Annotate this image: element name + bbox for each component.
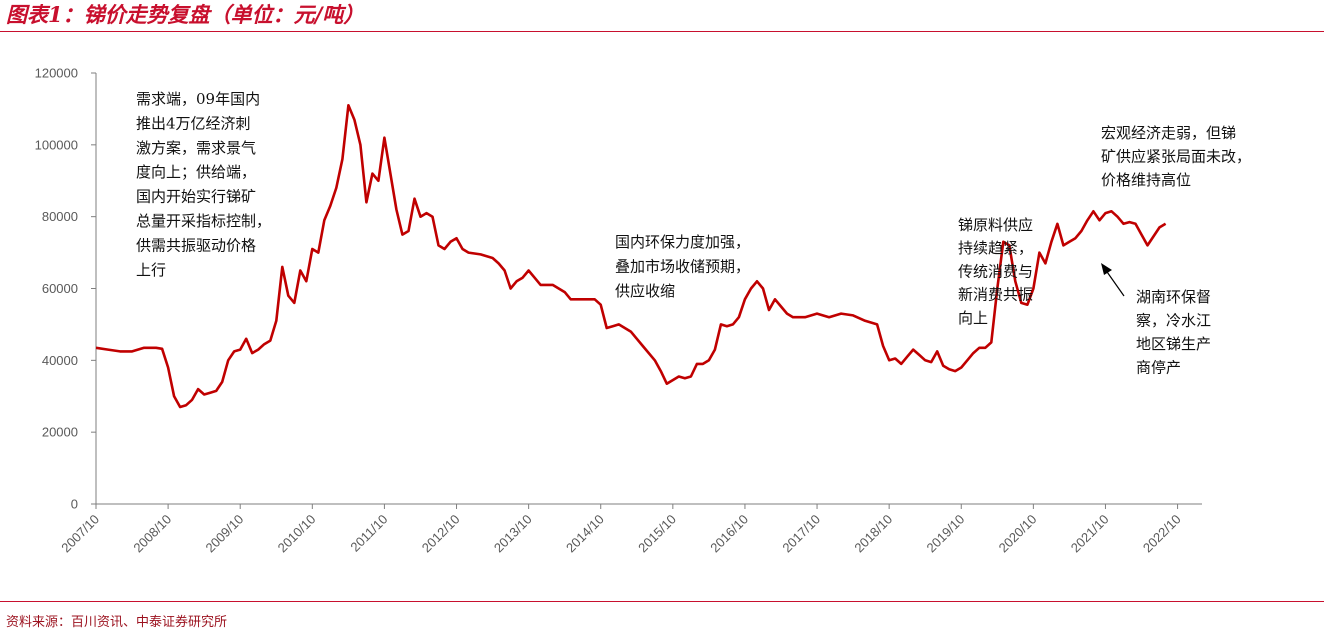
series-layer — [95, 104, 1167, 409]
annotation-line: 总量开采指标控制， — [136, 212, 271, 230]
x-tick-label: 2016/10 — [707, 512, 751, 556]
chart-title: 图表1：锑价走势复盘（单位：元/吨） — [6, 2, 365, 27]
x-tick-label: 2009/10 — [202, 512, 246, 556]
x-tick-label: 2012/10 — [419, 512, 463, 556]
x-tick-label: 2022/10 — [1140, 512, 1184, 556]
x-tick-label: 2007/10 — [58, 512, 102, 556]
annotation-env: 国内环保力度加强， 叠加市场收储预期， 供应收缩 — [615, 233, 750, 300]
annotation-line: 商停产 — [1136, 359, 1181, 377]
annotation-line: 国内开始实行锑矿 — [136, 188, 256, 206]
x-tick-label: 2021/10 — [1068, 512, 1112, 556]
annotation-line: 需求端，09年国内 — [136, 90, 260, 108]
x-tick-label: 2017/10 — [779, 512, 823, 556]
x-tick-label: 2020/10 — [996, 512, 1040, 556]
annotation-hunan: 湖南环保督察，冷水江地区锑生产商停产 — [1136, 288, 1211, 377]
annotation-arrow-shaft — [1104, 268, 1125, 297]
annotation-arrow-head — [1101, 263, 1112, 275]
price-chart: 0 20000 40000 60000 80000 100000 120000 2007/1… — [35, 66, 1251, 556]
annotation-line: 向上 — [958, 309, 988, 327]
y-tick-label: 120000 — [35, 66, 78, 81]
price-line — [95, 104, 1167, 409]
annotations-layer: 需求端，09年国内推出4万亿经济刺激方案，需求景气度向上；供给端， 国内开始实行锑… — [136, 90, 1251, 377]
annotation-line: 度向上；供给端， — [136, 163, 256, 181]
annotation-line: 地区锑生产 — [1136, 335, 1211, 353]
title-rule — [0, 31, 1324, 32]
annotation-line: 叠加市场收储预期， — [615, 258, 750, 276]
x-tick-label: 2018/10 — [851, 512, 895, 556]
annotation-demand: 需求端，09年国内推出4万亿经济刺激方案，需求景气度向上；供给端， 国内开始实行锑… — [136, 90, 271, 279]
annotation-raw: 锑原料供应持续趋紧， 传统消费与新消费共振向上 — [958, 216, 1033, 327]
annotation-line: 新消费共振 — [958, 286, 1033, 304]
annotation-line: 国内环保力度加强， — [615, 233, 750, 251]
footer-rule — [0, 601, 1324, 602]
annotation-line: 锑原料供应 — [958, 216, 1033, 234]
y-tick-label: 0 — [71, 497, 78, 512]
y-axis-ticks: 0 20000 40000 60000 80000 100000 120000 — [35, 66, 96, 512]
y-tick-label: 20000 — [42, 425, 78, 440]
y-tick-label: 60000 — [42, 281, 78, 296]
annotation-line: 宏观经济走弱，但锑 — [1101, 124, 1236, 142]
source-note: 资料来源：百川资讯、中泰证券研究所 — [6, 615, 228, 630]
annotation-line: 上行 — [136, 261, 166, 279]
annotation-macro: 宏观经济走弱，但锑矿供应紧张局面未改， 价格维持高位 — [1101, 124, 1251, 189]
x-axis-ticks: 2007/10 2008/10 2009/10 2010/10 2011/10 2012/… — [58, 504, 1184, 556]
annotation-line: 矿供应紧张局面未改， — [1101, 148, 1251, 166]
x-tick-label: 2014/10 — [563, 512, 607, 556]
annotation-line: 激方案，需求景气 — [136, 139, 256, 157]
x-tick-label: 2015/10 — [635, 512, 679, 556]
annotation-line: 察，冷水江 — [1136, 312, 1211, 330]
annotation-line: 推出4万亿经济刺 — [136, 114, 251, 132]
annotation-line: 传统消费与 — [958, 262, 1033, 280]
x-tick-label: 2010/10 — [275, 512, 319, 556]
annotation-line: 价格维持高位 — [1101, 171, 1191, 189]
y-tick-label: 80000 — [42, 209, 78, 224]
x-tick-label: 2013/10 — [491, 512, 535, 556]
y-tick-label: 40000 — [42, 353, 78, 368]
y-tick-label: 100000 — [35, 137, 78, 152]
annotation-line: 湖南环保督 — [1136, 288, 1211, 306]
x-tick-label: 2019/10 — [924, 512, 968, 556]
annotation-line: 供需共振驱动价格 — [136, 236, 256, 254]
x-tick-label: 2011/10 — [347, 512, 390, 555]
annotation-line: 持续趋紧， — [958, 239, 1033, 257]
annotation-line: 供应收缩 — [615, 282, 675, 300]
x-tick-label: 2008/10 — [130, 512, 174, 556]
